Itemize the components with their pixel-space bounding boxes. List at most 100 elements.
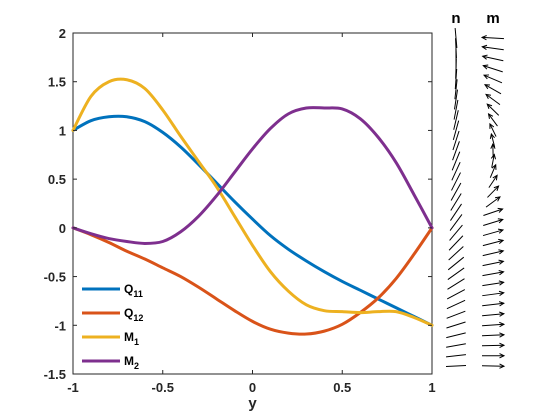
m-arrow-shaft [482,313,504,317]
n-director-segment [451,161,461,181]
n-director-segment [451,151,461,171]
n-director-segment [446,321,466,329]
n-director-segment [454,89,458,110]
n-director-segment [449,224,463,241]
x-tick-label: -0.5 [152,380,174,395]
n-director-segment [448,235,464,251]
m-arrow-head [489,122,495,129]
n-director-segment [448,246,464,261]
m-arrow-head [489,132,495,139]
n-director-segment [453,110,459,130]
m-arrow-shaft [484,84,502,95]
y-tick-label: 0.5 [48,172,66,187]
n-director-segment [446,299,466,310]
y-tick-label: -1.5 [44,367,66,382]
m-arrow-field [480,35,506,369]
n-director-segment [446,289,466,300]
m-arrow-head [497,228,505,234]
m-arrow-head [497,207,504,213]
m-arrow-head [482,64,489,70]
m-arrow-head [486,103,493,109]
y-tick-label: 2 [59,26,66,41]
m-arrow-head [481,44,488,50]
series-layer [71,77,434,336]
series-line-q12 [71,226,434,336]
m-arrow-shaft [489,164,497,178]
n-director-segment [445,364,467,368]
m-column-title: m [486,10,499,27]
n-director-segment [446,354,466,358]
director-field-panel: n m [445,10,506,369]
y-tick-label: 0 [59,221,66,236]
m-arrow-shaft [482,302,504,307]
m-arrow-shaft [483,74,503,84]
m-arrow-head [491,163,497,170]
n-director-segment [446,310,466,319]
m-arrow-head [498,259,505,265]
m-arrow-head [494,196,501,202]
m-arrow-shaft [483,65,503,73]
n-director-field [445,27,467,368]
m-arrow-shaft [488,175,498,188]
m-arrow-head [480,35,487,41]
m-arrow-head [499,311,506,317]
plot-area: -1 -0.5 0 0.5 1-1.5-1-0.500.511.52 y Q11Q12M… [44,26,436,412]
m-arrow-shaft [489,123,497,137]
n-director-segment [454,27,458,49]
x-tick-label: -1 [67,380,79,395]
m-arrow-head [498,280,505,286]
m-arrow-head [498,290,505,296]
m-arrow-head [497,218,504,224]
m-arrow-shaft [482,55,504,62]
m-arrow-head [492,174,498,181]
m-arrow-head [493,185,500,191]
axes-box [72,32,433,375]
m-arrow-shaft [483,219,503,226]
m-arrow-shaft [485,196,501,208]
m-arrow-head [487,113,494,119]
n-director-segment [450,182,462,201]
m-arrow-shaft [490,133,496,148]
series-line-m2 [71,106,434,245]
n-director-segment [452,120,460,141]
m-arrow-shaft [487,185,499,198]
n-director-segment [454,79,458,100]
n-director-segment [447,278,465,290]
m-arrow-shaft [491,154,495,168]
n-director-segment [450,193,462,211]
n-director-segment [447,267,465,280]
x-tick-label: 0.5 [333,380,351,395]
m-arrow-head [499,342,506,348]
n-director-segment [453,99,459,120]
n-director-segment [446,343,466,348]
x-tick-label: 1 [428,380,435,395]
series-line-m1 [71,77,434,327]
n-director-segment [452,130,460,151]
m-arrow-shaft [483,208,503,216]
series-line-q11 [71,114,434,327]
x-axis-title: y [248,395,257,412]
y-tick-label: 1.5 [48,75,66,90]
m-arrow-shaft [488,113,498,127]
m-arrow-head [498,249,505,255]
y-tick-label: -0.5 [44,270,66,285]
m-arrow-shaft [482,334,504,337]
n-director-segment [449,214,463,231]
m-arrow-shaft [482,260,504,267]
n-director-segment [446,332,466,339]
m-arrow-head [490,153,497,160]
m-arrow-shaft [482,229,504,237]
n-column-title: n [451,10,460,27]
m-arrow-head [485,93,492,100]
m-arrow-head [482,74,490,80]
m-arrow-head [498,270,505,276]
m-arrow-shaft [482,250,504,257]
m-arrow-shaft [482,36,504,40]
m-arrow-head [481,54,488,60]
m-arrow-shaft [482,271,504,277]
n-director-segment [450,203,462,221]
m-arrow-head [499,363,506,369]
n-director-segment [454,68,458,90]
m-arrow-head [498,301,505,307]
